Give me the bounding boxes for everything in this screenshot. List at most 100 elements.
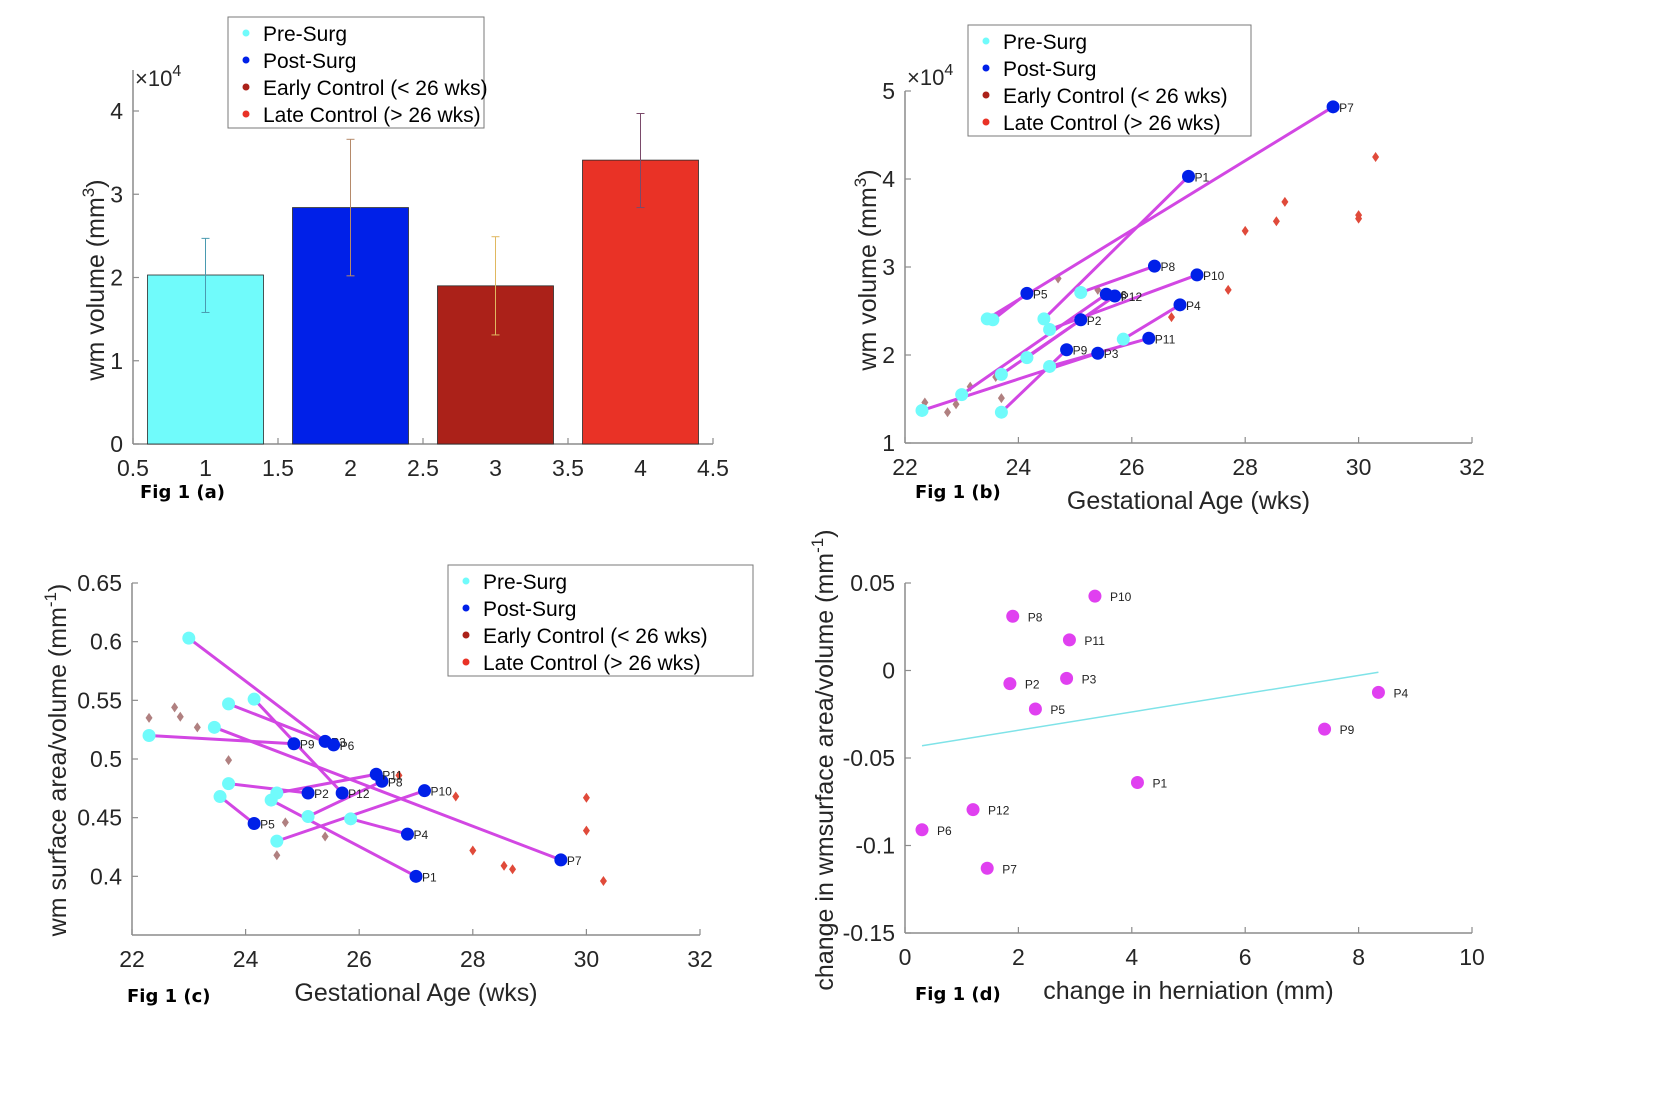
y-tick-label: 1	[882, 430, 895, 456]
patient-label: P5	[260, 818, 275, 832]
early-control-point	[145, 712, 153, 723]
legend-marker-pre	[982, 37, 990, 45]
legend-label-post: Post-Surg	[263, 50, 356, 73]
pre-surg-point	[1020, 351, 1034, 365]
legend-label-pre: Pre-Surg	[1003, 31, 1087, 54]
y-tick-label: 3	[110, 181, 123, 207]
patient-label: P9	[1340, 723, 1355, 737]
post-surg-point	[369, 767, 383, 781]
exponent-base: ×10	[907, 65, 944, 90]
patient-label: P6	[937, 824, 952, 838]
y-axis-label-close: )	[811, 529, 839, 537]
patient-connector-line	[270, 798, 417, 878]
late-control-point	[500, 860, 508, 871]
post-surg-point	[1060, 343, 1074, 357]
pre-surg-point	[270, 834, 284, 848]
pre-surg-point	[270, 786, 284, 800]
pre-surg-point	[955, 388, 969, 402]
x-tick-label: 22	[892, 454, 918, 480]
legend-marker-post	[242, 56, 250, 64]
patient-point	[1003, 677, 1017, 691]
x-axis-label: Gestational Age (wks)	[1067, 487, 1310, 515]
patient-connector-line	[1026, 294, 1116, 359]
y-tick-label: 4	[110, 98, 123, 124]
x-tick-label: 22	[119, 946, 145, 972]
post-surg-point	[1108, 289, 1122, 303]
patient-point	[915, 823, 929, 837]
patient-label: P12	[988, 804, 1010, 818]
y-axis-label-close: )	[82, 179, 110, 187]
patient-connector-line	[960, 293, 1108, 396]
patient-label: P4	[1393, 686, 1408, 700]
post-surg-point	[1074, 313, 1088, 327]
pre-surg-point	[222, 697, 236, 711]
x-tick-label: 28	[460, 946, 486, 972]
x-tick-label: 26	[346, 946, 372, 972]
legend: Pre-Surg Post-Surg Early Control (< 26 wks…	[227, 16, 488, 129]
x-tick-label: 4	[1125, 944, 1138, 970]
patient-connector-line	[228, 782, 309, 795]
x-tick-label: 24	[233, 946, 259, 972]
x-axis-label: change in herniation (mm)	[1043, 977, 1333, 1005]
exponent-power: 4	[944, 62, 953, 79]
x-tick-label: 10	[1459, 944, 1485, 970]
post-surg-point	[1182, 169, 1195, 183]
late-control-point	[1281, 196, 1289, 207]
late-control-point	[1224, 284, 1232, 295]
x-tick-label: 0	[899, 944, 912, 970]
post-surg-point	[287, 737, 301, 751]
y-axis-label-close: )	[854, 169, 882, 177]
figure-caption: Fig 1 (c)	[127, 986, 211, 1007]
patient-label: P3	[1104, 347, 1119, 361]
patient-label: P2	[314, 787, 329, 801]
y-tick-label: 3	[882, 254, 895, 280]
chart-panel-d: 0 2 4 6 8 10 -0.15 -0.1 -0.05 0 0.05 change in wmsu…	[808, 529, 1485, 1005]
late-control-point	[582, 792, 590, 803]
legend-marker-early	[462, 631, 470, 639]
late-control-point	[1355, 210, 1363, 221]
patient-connector-line	[1122, 303, 1181, 341]
legend-label-late: Late Control (> 26 wks)	[483, 652, 701, 675]
late-control-point	[452, 791, 460, 802]
y-tick-label: 2	[110, 265, 123, 291]
y-tick-label: 1	[110, 348, 123, 374]
patient-connector-line	[307, 779, 383, 818]
legend-label-post: Post-Surg	[483, 598, 576, 621]
x-tick-label: 1.5	[262, 455, 294, 481]
pre-surg-point	[301, 809, 315, 823]
patient-connector-line	[213, 725, 562, 862]
patient-connector-line	[219, 795, 256, 825]
patient-connector-line	[986, 105, 1334, 321]
pre-surg-point	[980, 312, 994, 326]
x-tick-label: 4.5	[697, 455, 729, 481]
patient-label: P1	[1195, 170, 1210, 184]
y-tick-label: 4	[882, 166, 895, 192]
legend-label-early: Early Control (< 26 wks)	[483, 625, 708, 648]
patient-connector-line	[148, 734, 294, 746]
legend-label-post: Post-Surg	[1003, 58, 1096, 81]
y-tick-label: 0.6	[90, 629, 122, 655]
legend-marker-early	[982, 91, 990, 99]
patient-connector-line	[187, 636, 327, 743]
patient-label: P2	[1025, 678, 1040, 692]
patient-label: P10	[1110, 590, 1132, 604]
patient-connector-line	[228, 702, 335, 747]
legend-marker-pre	[242, 29, 250, 37]
y-axis-label-superscript: 3	[851, 178, 870, 187]
patient-label: P6	[340, 739, 355, 753]
post-surg-point	[1091, 346, 1105, 360]
x-tick-label: 30	[1346, 454, 1372, 480]
early-control-point	[225, 755, 233, 766]
x-tick-label: 0.5	[117, 455, 149, 481]
y-tick-label: -0.05	[843, 745, 895, 771]
post-surg-point	[409, 869, 423, 883]
late-control-point	[582, 825, 590, 836]
y-axis-label-superscript: -1	[41, 592, 60, 607]
x-tick-label: 30	[574, 946, 600, 972]
pre-surg-point	[994, 367, 1008, 381]
x-tick-label: 6	[1239, 944, 1252, 970]
y-axis-label-main: change in wmsurface area/volume (mm	[811, 553, 839, 991]
pre-surg-point	[142, 729, 156, 743]
patient-connector-line	[1042, 175, 1190, 320]
